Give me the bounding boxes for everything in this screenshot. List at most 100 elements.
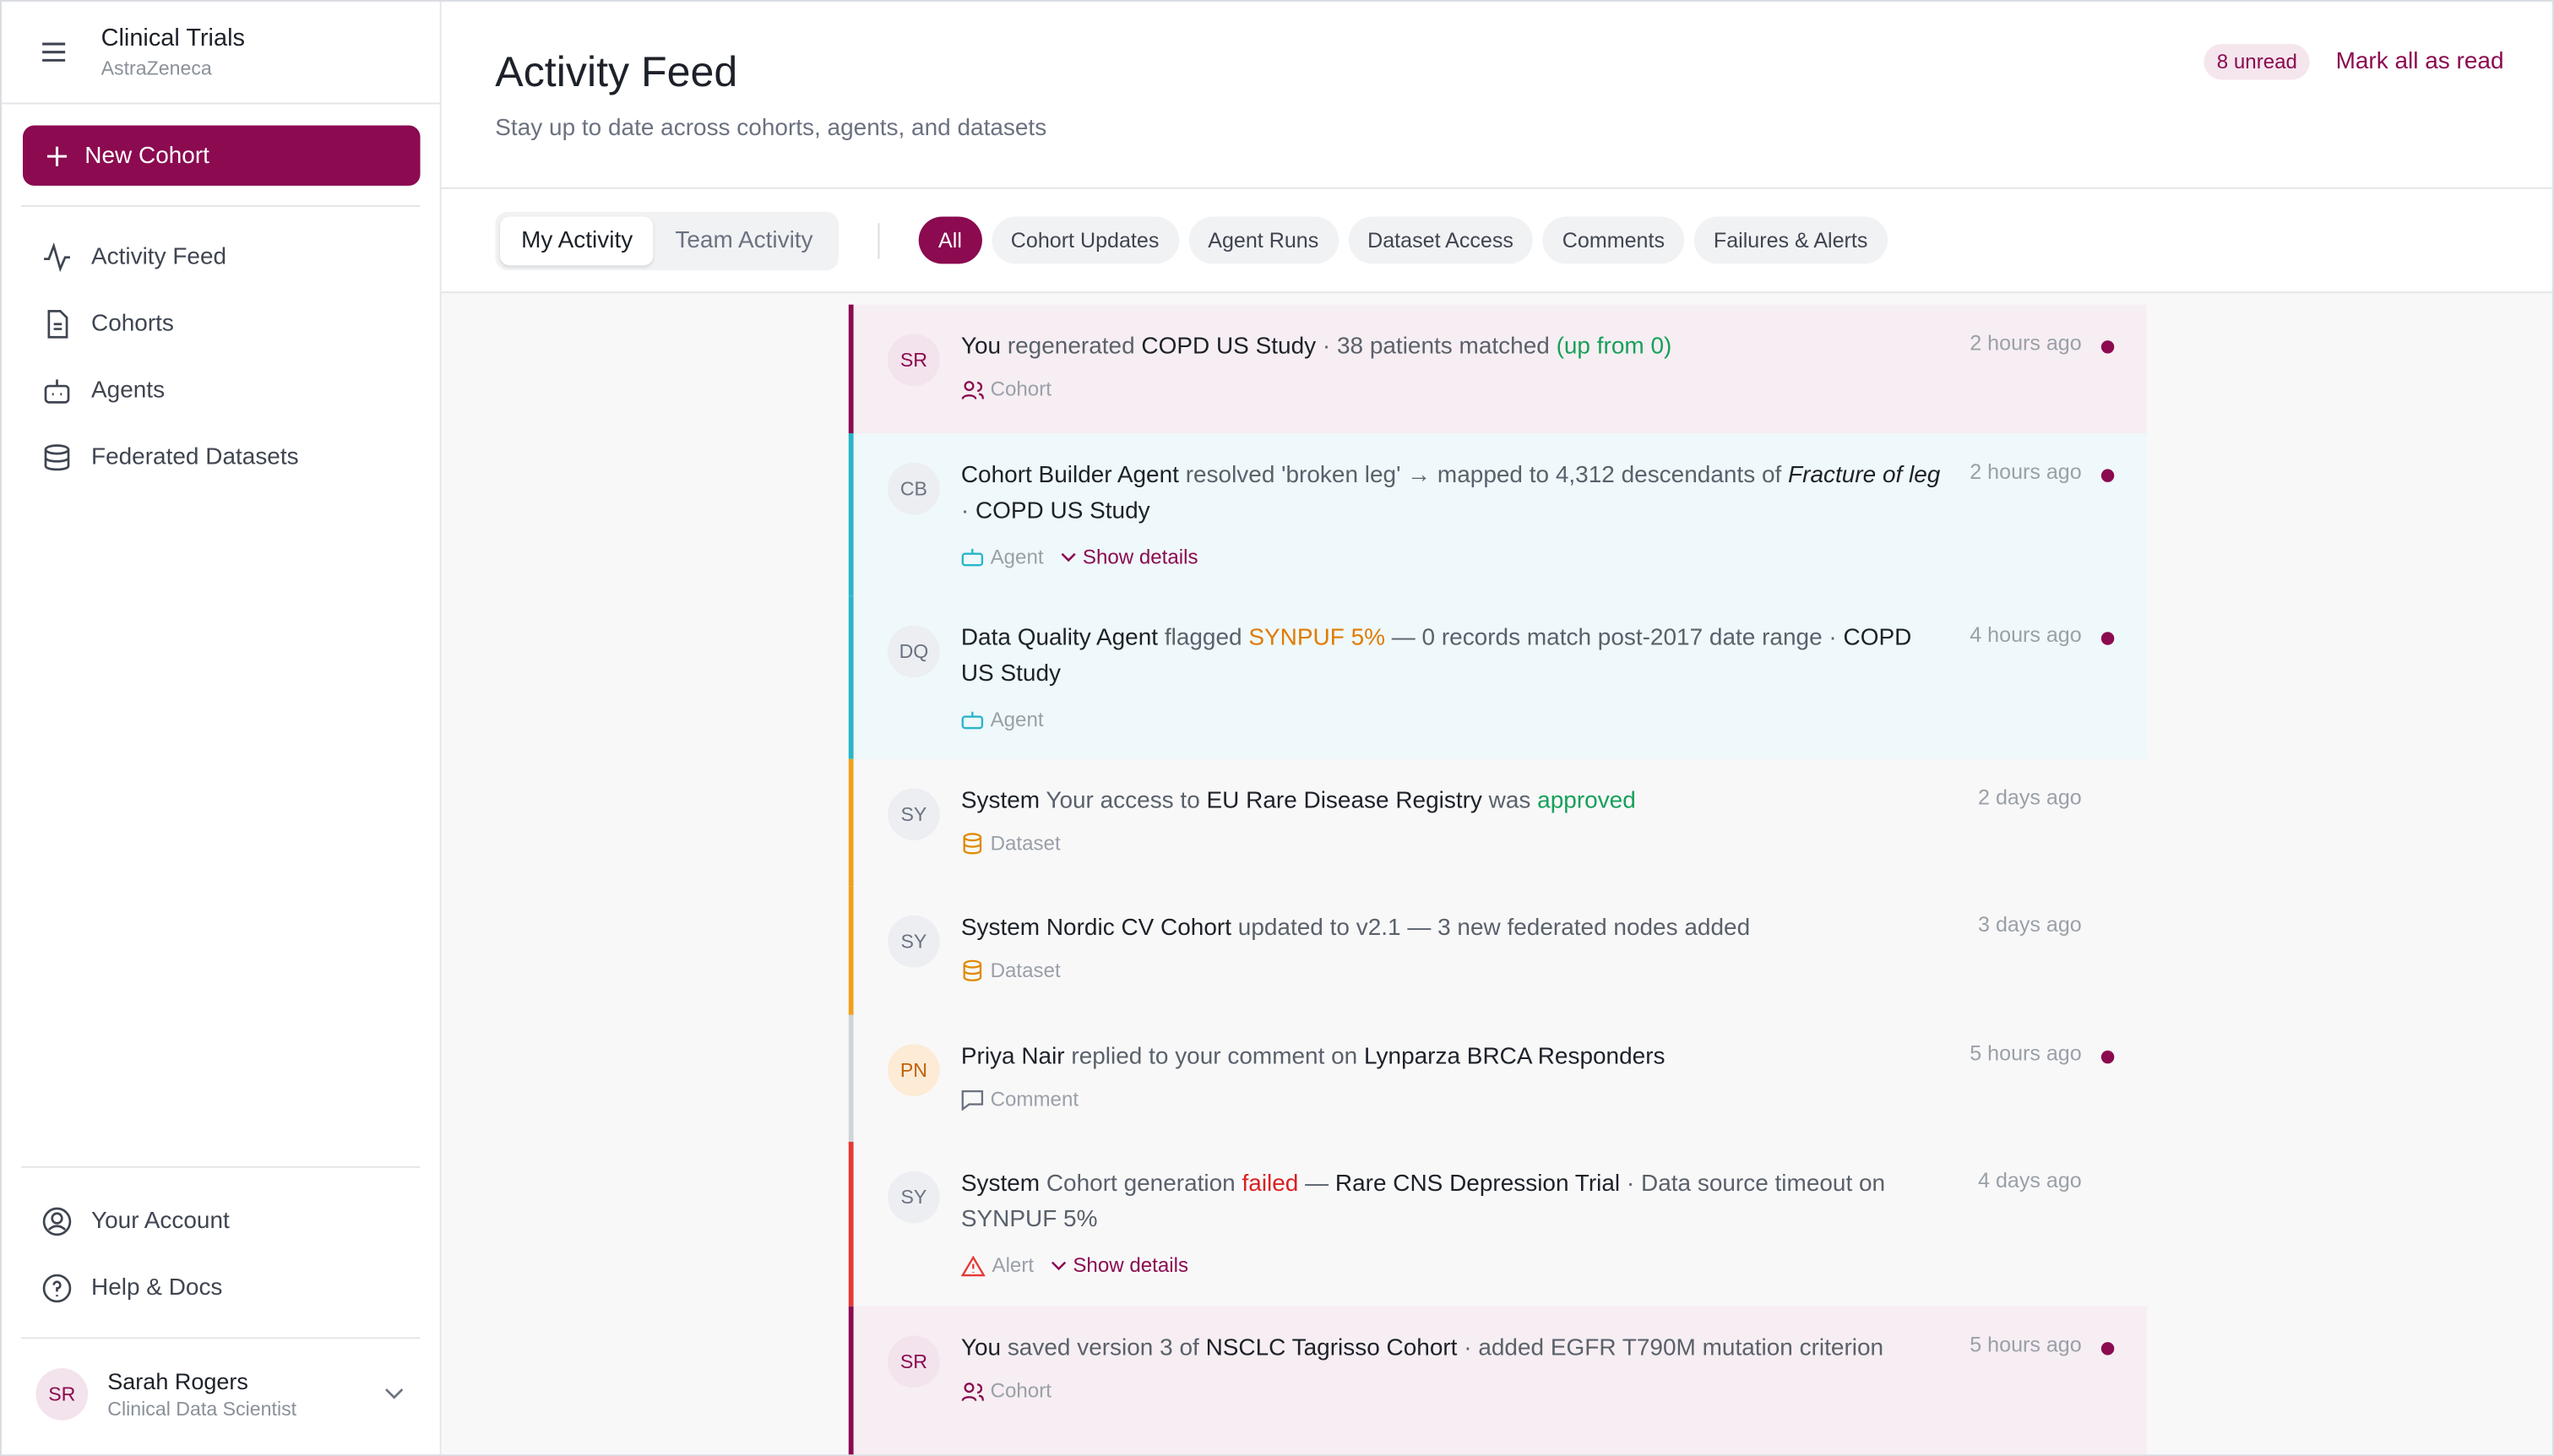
text: SY: [888, 915, 940, 968]
nav-item[interactable]: Activity Feed: [2, 223, 440, 290]
feed-item[interactable]: CB Cohort Builder Agent resolved 'broken…: [848, 432, 2147, 596]
text: NSCLC Tagrisso Cohort: [1205, 1335, 1458, 1362]
text: 5 hours ago: [1970, 1040, 2082, 1066]
feed-item[interactable]: PN Priya Nair replied to your comment on…: [848, 1014, 2147, 1142]
filter-chip[interactable]: All: [918, 216, 982, 264]
workspace-name: Clinical Trials: [101, 24, 245, 52]
tab[interactable]: Team Activity: [675, 227, 813, 253]
filter-chip[interactable]: Comments: [1542, 216, 1685, 264]
nav-item[interactable]: Agents: [2, 356, 440, 423]
tag: Cohort: [961, 372, 1948, 407]
element: [2, 207, 440, 223]
sidebar: Clinical Trials AstraZeneca New Cohort Ac…: [1, 1, 442, 1455]
feed-item[interactable]: SY System Your access to EU Rare Disease…: [848, 758, 2147, 887]
new-cohort-button[interactable]: New Cohort: [22, 125, 421, 186]
nav-item[interactable]: Your Account: [2, 1187, 440, 1254]
text: Federated Datasets: [90, 443, 299, 470]
filter-bar: My Activity Team Activity All Cohort Upda…: [441, 188, 2553, 294]
icon: [961, 1382, 984, 1400]
filter-chip[interactable]: Dataset Access: [1347, 216, 1534, 264]
filter-chip[interactable]: Failures & Alerts: [1693, 216, 1888, 264]
mark-all-read[interactable]: Mark all as read: [2335, 48, 2504, 75]
text: System: [960, 1171, 1041, 1198]
user-card[interactable]: SR Sarah Rogers Clinical Data Scientist: [2, 1339, 440, 1421]
text: replied to your comment on: [1064, 1044, 1365, 1071]
icon: [44, 242, 70, 272]
nav-item[interactable]: Federated Datasets: [2, 423, 440, 490]
sd[interactable]: Show details: [1060, 539, 1198, 574]
sd[interactable]: Show details: [1050, 1247, 1188, 1283]
element: [52, 1279, 62, 1296]
text: Help & Docs: [90, 1274, 223, 1301]
text: SY: [888, 788, 940, 841]
text: Your access to: [1040, 788, 1207, 815]
feed-item[interactable]: DQ Data Quality Agent flagged SYNPUF 5% …: [848, 595, 2147, 759]
text: Cohort Builder Agent: [960, 462, 1179, 489]
icon: [961, 380, 984, 399]
icon: [1060, 551, 1076, 562]
text: · 38 patients matched: [1316, 334, 1557, 361]
text: SYNPUF 5%: [1248, 625, 1386, 652]
filter-chip[interactable]: Cohort Updates: [991, 216, 1179, 264]
text: EU Rare Disease Registry: [1206, 788, 1482, 815]
text: COPD US Study: [960, 625, 1912, 687]
icon: [963, 959, 982, 981]
text: Agents: [90, 377, 166, 404]
sep: [21, 1165, 421, 1168]
element: [47, 1224, 67, 1231]
text: 5 hours ago: [1970, 1332, 2082, 1357]
element: [964, 1382, 975, 1393]
feed-item[interactable]: SY System Cohort generation failed — Rar…: [848, 1141, 2147, 1307]
icon: [47, 309, 68, 338]
text: System: [960, 788, 1041, 815]
text: was: [1481, 788, 1538, 815]
element: [964, 380, 975, 391]
element: [961, 715, 984, 730]
text: SY: [888, 1171, 940, 1224]
txt: Cohort Builder Agent resolved 'broken le…: [940, 458, 1970, 596]
menu-icon[interactable]: [41, 41, 67, 63]
text: saved version 3 of: [1001, 1335, 1206, 1362]
text: 2 hours ago: [1970, 459, 2082, 484]
icon: [963, 833, 982, 855]
text: Activity Feed: [90, 243, 227, 270]
feed-item[interactable]: SR You saved version 3 of NSCLC Tagrisso…: [848, 1306, 2147, 1455]
nav-item[interactable]: Cohorts: [2, 290, 440, 356]
text: PN: [888, 1044, 940, 1096]
tag: Agent: [961, 702, 1948, 737]
text: DQ: [888, 625, 940, 678]
text: approved: [1537, 788, 1636, 815]
icon: [42, 1206, 72, 1236]
text: You: [960, 1335, 1002, 1362]
text: You: [960, 334, 1002, 361]
text: · added EGFR T790M mutation criterion: [1457, 1335, 1884, 1362]
element: [963, 964, 982, 981]
tag: Dataset: [961, 953, 1957, 988]
text: System: [960, 915, 1041, 942]
icon: [960, 1254, 986, 1276]
element: [47, 309, 68, 338]
element: [2, 1321, 440, 1337]
text: Cohort: [990, 1379, 1051, 1403]
tag: Cohort: [961, 1373, 1948, 1409]
text: Your Account: [90, 1208, 230, 1234]
text: Comment: [990, 1088, 1079, 1111]
filter-chip[interactable]: Agent Runs: [1188, 216, 1339, 264]
icon: [961, 1089, 984, 1111]
txt: You saved version 3 of NSCLC Tagrisso Co…: [940, 1331, 1970, 1455]
feed-item[interactable]: SY System Nordic CV Cohort updated to v2…: [848, 886, 2147, 1015]
text: Show details: [1082, 546, 1198, 569]
text: ·: [960, 498, 975, 524]
feed-item[interactable]: SR You regenerated COPD US Study · 38 pa…: [848, 304, 2147, 433]
dot: [2100, 340, 2115, 354]
element: [46, 145, 68, 166]
org-name: AstraZeneca: [101, 57, 212, 80]
unread-badge: 8 unread: [2204, 44, 2311, 80]
text: updated to v2.1 — 3 new federated nodes …: [1231, 915, 1751, 942]
label: New Cohort: [84, 142, 209, 169]
text: regenerated: [1001, 334, 1142, 361]
nav-item[interactable]: Help & Docs: [2, 1254, 440, 1321]
text: failed: [1242, 1171, 1299, 1198]
text: Nordic CV Cohort: [1046, 915, 1231, 942]
tab[interactable]: My Activity: [500, 215, 655, 265]
